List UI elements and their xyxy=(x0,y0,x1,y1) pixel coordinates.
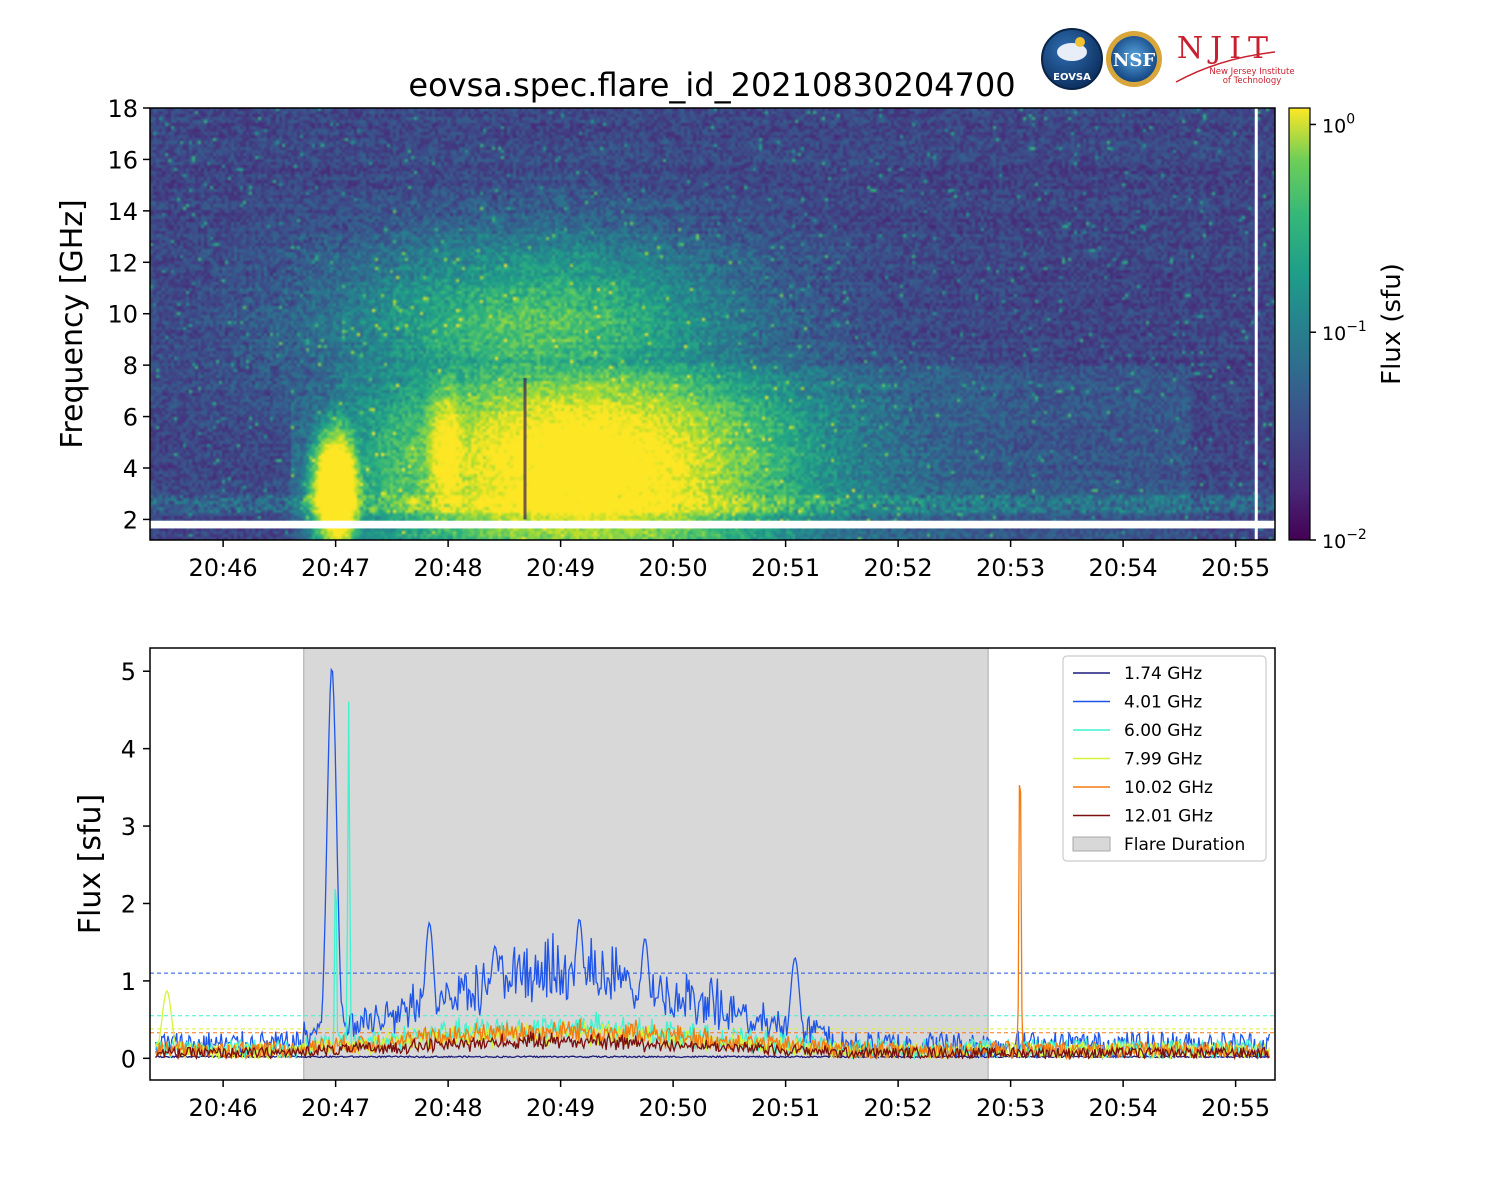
spectrogram-x-tick-label: 20:49 xyxy=(526,554,595,582)
lightcurve-x-tick-label: 20:47 xyxy=(301,1094,370,1122)
spectrogram-y-tick-label: 10 xyxy=(107,301,138,329)
legend-box xyxy=(1062,655,1267,862)
lightcurve-x-tick-label: 20:46 xyxy=(189,1094,258,1122)
spectrogram-y-tick-label: 6 xyxy=(123,404,138,432)
legend-entry: 1.74 GHz xyxy=(1124,664,1202,684)
legend-swatch-flare xyxy=(1072,836,1111,852)
spectrogram-x-tick-label: 20:54 xyxy=(1089,554,1158,582)
lightcurve-y-axis: 0 1 2 3 4 5 xyxy=(121,658,150,1073)
lightcurve-x-tick-label: 20:54 xyxy=(1089,1094,1158,1122)
flagged-band xyxy=(150,520,1275,529)
lightcurve-y-tick-label: 4 xyxy=(121,736,136,764)
spectrogram-y-tick-label: 4 xyxy=(123,455,138,483)
spectrogram-x-tick-label: 20:55 xyxy=(1201,554,1270,582)
njit-logo-subtitle-2: of Technology xyxy=(1223,76,1282,86)
lightcurve-x-tick-label: 20:55 xyxy=(1201,1094,1270,1122)
lightcurve-x-tick-label: 20:48 xyxy=(414,1094,483,1122)
threshold-lines xyxy=(150,972,1275,1034)
flare-duration-shade xyxy=(303,647,989,1081)
spectrogram-y-axis-label: Frequency [GHz] xyxy=(55,199,90,448)
series-lines xyxy=(154,667,1271,1061)
dropout-column xyxy=(523,378,527,520)
spectrogram-y-tick-label: 14 xyxy=(107,198,138,226)
spectrogram-raster xyxy=(150,108,1275,540)
spectrogram-panel: 20:46 20:47 20:48 20:49 20:50 20:51 20:52 20:53… xyxy=(55,95,1276,582)
legend-entry-flare: Flare Duration xyxy=(1124,835,1245,855)
colorbar-gradient xyxy=(1288,107,1311,541)
series-line-5 xyxy=(155,1031,1270,1061)
lightcurve-x-axis: 20:46 20:47 20:48 20:49 20:50 20:51 20:52 20:53… xyxy=(189,1080,1270,1122)
njit-logo-subtitle-1: New Jersey Institute xyxy=(1209,67,1294,77)
spectrogram-y-tick-label: 12 xyxy=(107,249,138,277)
lightcurve-y-tick-label: 2 xyxy=(121,890,136,918)
njit-logo: NJIT New Jersey Institute of Technology xyxy=(1175,31,1295,86)
spectrogram-y-axis: 2 4 6 8 10 12 14 16 18 xyxy=(107,95,150,534)
spectrogram-image xyxy=(150,108,1275,540)
colorbar-label: Flux (sfu) xyxy=(1377,263,1407,385)
spectrogram-x-tick-label: 20:46 xyxy=(189,554,258,582)
legend-entry: 10.02 GHz xyxy=(1124,778,1213,798)
spectrogram-y-tick-label: 2 xyxy=(123,506,138,534)
spectrogram-x-tick-label: 20:47 xyxy=(301,554,370,582)
lightcurve-x-tick-label: 20:52 xyxy=(864,1094,933,1122)
spectrogram-x-tick-label: 20:51 xyxy=(751,554,820,582)
legend-entry: 7.99 GHz xyxy=(1124,750,1202,770)
spectrogram-x-tick-label: 20:53 xyxy=(976,554,1045,582)
lightcurve-y-tick-label: 1 xyxy=(121,968,136,996)
spectrogram-x-tick-label: 20:52 xyxy=(864,554,933,582)
spectrogram-y-tick-label: 18 xyxy=(107,95,138,123)
spectrogram-frame xyxy=(149,107,1276,541)
spectrogram-x-tick-label: 20:50 xyxy=(639,554,708,582)
colorbar: 100 10−1 10−2 Flux (sfu) xyxy=(1288,107,1407,553)
colorbar-tick-label: 10−2 xyxy=(1322,527,1367,553)
nsf-logo-text: NSF xyxy=(1113,50,1155,71)
legend-entry: 6.00 GHz xyxy=(1124,721,1202,741)
eovsa-logo-text: EOVSA xyxy=(1053,72,1091,83)
spectrogram-x-axis: 20:46 20:47 20:48 20:49 20:50 20:51 20:52 20:53… xyxy=(189,540,1270,582)
spectrogram-y-tick-label: 8 xyxy=(123,352,138,380)
spectrogram-x-tick-label: 20:48 xyxy=(414,554,483,582)
lightcurve-y-tick-label: 3 xyxy=(121,813,136,841)
legend-entry: 4.01 GHz xyxy=(1124,693,1202,713)
series-line-1 xyxy=(154,667,1271,1061)
colorbar-tick-label: 100 xyxy=(1322,111,1355,137)
spectrogram-y-tick-label: 16 xyxy=(107,146,138,174)
njit-logo-text: NJIT xyxy=(1177,31,1275,66)
lightcurve-frame xyxy=(149,647,1276,1081)
colorbar-ticks: 100 10−1 10−2 xyxy=(1310,111,1367,553)
lightcurve-y-axis-label: Flux [sfu] xyxy=(73,794,108,935)
lightcurve-y-tick-label: 0 xyxy=(121,1045,136,1073)
eovsa-logo: EOVSA xyxy=(1041,28,1103,90)
series-line-4 xyxy=(154,784,1271,1061)
lightcurve-y-tick-label: 5 xyxy=(121,658,136,686)
flagged-column xyxy=(1254,108,1258,540)
nsf-logo: NSF xyxy=(1106,31,1162,87)
lightcurve-x-tick-label: 20:50 xyxy=(639,1094,708,1122)
legend-entry: 12.01 GHz xyxy=(1124,807,1213,827)
chart-title: eovsa.spec.flare_id_20210830204700 xyxy=(408,66,1015,104)
lightcurve-x-tick-label: 20:53 xyxy=(976,1094,1045,1122)
legend: 1.74 GHz 4.01 GHz 6.00 GHz 7.99 GHz 10.02 GH… xyxy=(1062,655,1267,862)
colorbar-tick-label: 10−1 xyxy=(1322,319,1367,345)
lightcurve-x-tick-label: 20:49 xyxy=(526,1094,595,1122)
lightcurve-x-tick-label: 20:51 xyxy=(751,1094,820,1122)
